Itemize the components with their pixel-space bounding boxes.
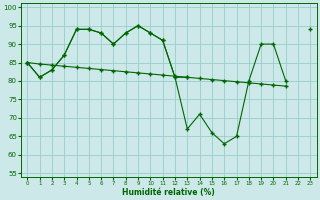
X-axis label: Humidité relative (%): Humidité relative (%)	[123, 188, 215, 197]
